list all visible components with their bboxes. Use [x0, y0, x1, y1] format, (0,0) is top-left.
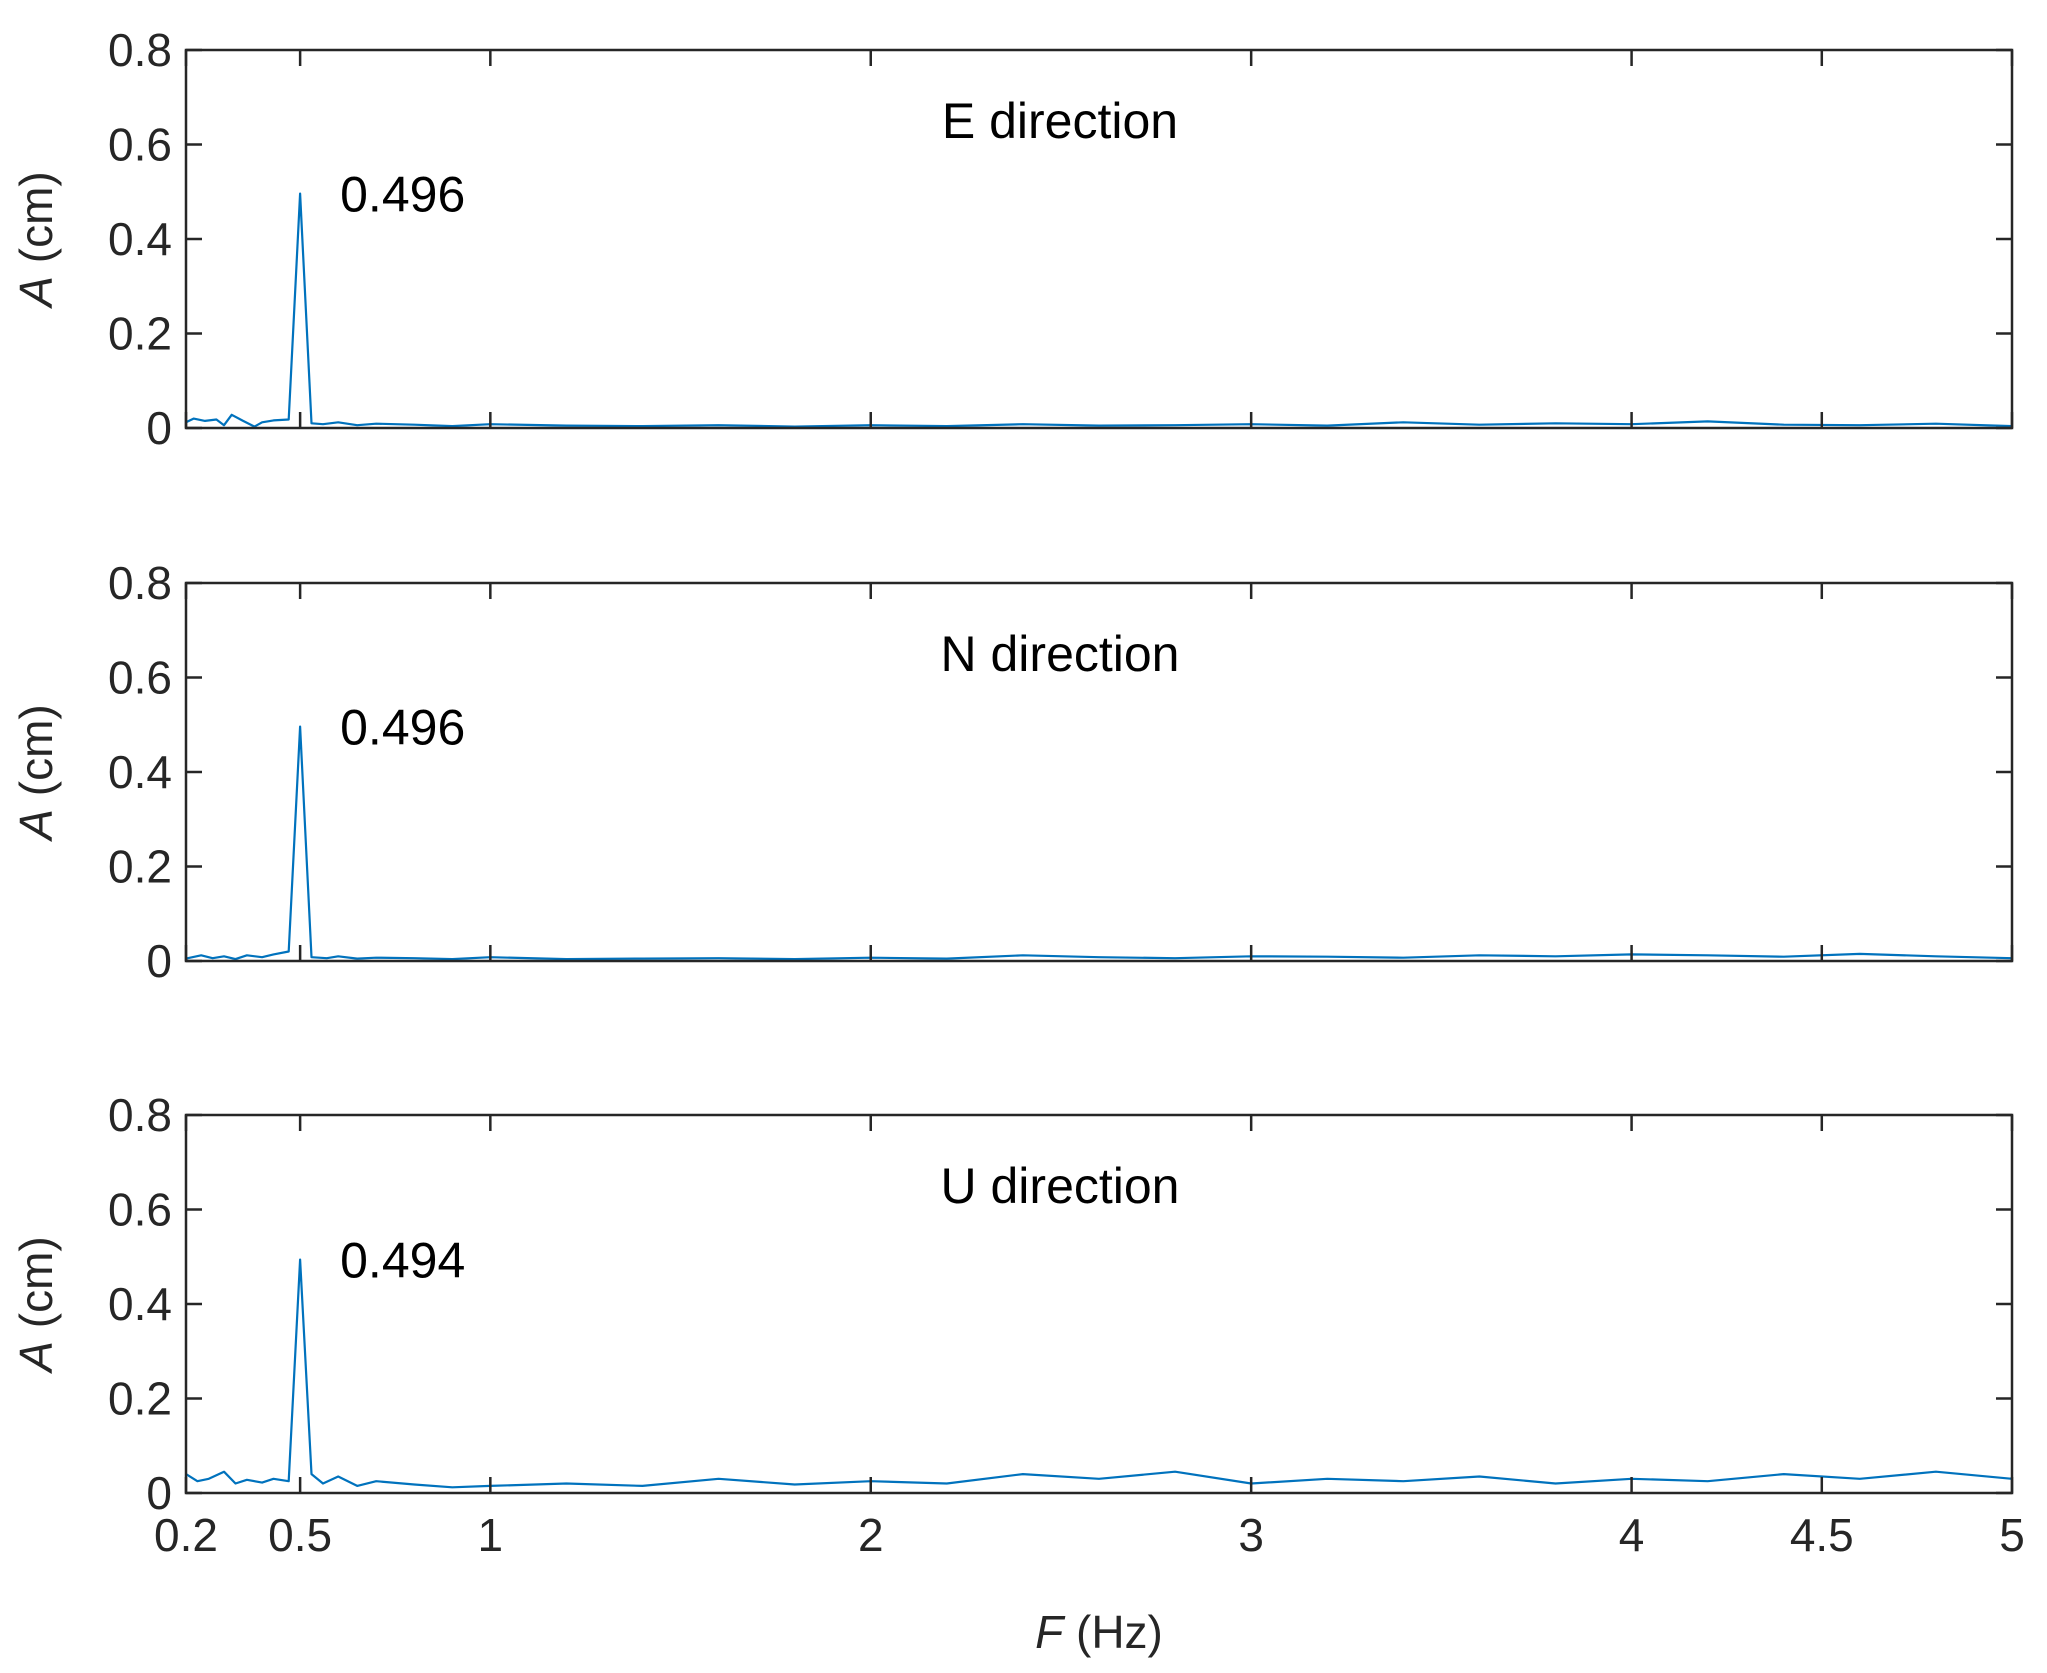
ytick-label: 0.8: [108, 557, 172, 609]
panel-1: 0 0.2 0.4 0.6 0.8 N direction 0.496 A (cm): [10, 557, 2014, 987]
ytick-label: 0.6: [108, 119, 172, 171]
ylabel-variable: A: [10, 276, 62, 310]
xtick-label: 4: [1619, 1509, 1645, 1561]
ylabel-unit: (cm): [10, 704, 62, 809]
series-line-0: [185, 725, 2013, 961]
xtick-label: 5: [1999, 1509, 2025, 1561]
xtick-label: 4.5: [1790, 1509, 1854, 1561]
ylabel-unit: (cm): [10, 1236, 62, 1341]
ytick-label: 0.6: [108, 1184, 172, 1236]
ytick-label: 0: [146, 402, 172, 454]
ytick-label: 0: [146, 1467, 172, 1519]
peak-annotation: 0.496: [340, 167, 465, 223]
panel-title: E direction: [942, 93, 1178, 149]
peak-annotation: 0.496: [340, 700, 465, 756]
ytick-label: 0.6: [108, 652, 172, 704]
xtick-label: 0.5: [268, 1509, 332, 1561]
ytick-label: 0.2: [108, 841, 172, 893]
panel-title: N direction: [941, 626, 1180, 682]
xtick-label: 0.2: [154, 1509, 218, 1561]
ylabel-unit: (cm): [10, 171, 62, 276]
xlabel: F (Hz): [1035, 1606, 1163, 1658]
ytick-label: 0.4: [108, 1278, 172, 1330]
ytick-label: 0: [146, 935, 172, 987]
ylabel-variable: A: [10, 809, 62, 843]
series-line-0: [185, 192, 2013, 428]
series-line-0: [185, 1258, 2013, 1489]
ytick-label: 0.8: [108, 24, 172, 76]
xlabel-unit: (Hz): [1063, 1606, 1163, 1658]
ytick-label: 0.2: [108, 1373, 172, 1425]
panel-title: U direction: [941, 1158, 1180, 1214]
ytick-label: 0.4: [108, 213, 172, 265]
peak-annotation: 0.494: [340, 1233, 465, 1289]
panel-2: 00.20.40.60.80.2 0.5 1 2 3 4 4.5 5U direction0.…: [10, 1089, 2025, 1658]
ytick-label: 0.4: [108, 746, 172, 798]
xlabel-variable: F: [1035, 1606, 1066, 1658]
ytick-label: 0.8: [108, 1089, 172, 1141]
ylabel: A (cm): [10, 704, 62, 842]
xtick-label: 2: [858, 1509, 884, 1561]
panel-0: 0 0.2 0.4 0.6 0.8 E direction 0.496 A (cm): [10, 24, 2014, 454]
ylabel: A (cm): [10, 171, 62, 309]
ylabel: A (cm): [10, 1236, 62, 1374]
xtick-label: 3: [1238, 1509, 1264, 1561]
xtick-label: 1: [478, 1509, 504, 1561]
ylabel-variable: A: [10, 1341, 62, 1375]
ytick-label: 0.2: [108, 308, 172, 360]
